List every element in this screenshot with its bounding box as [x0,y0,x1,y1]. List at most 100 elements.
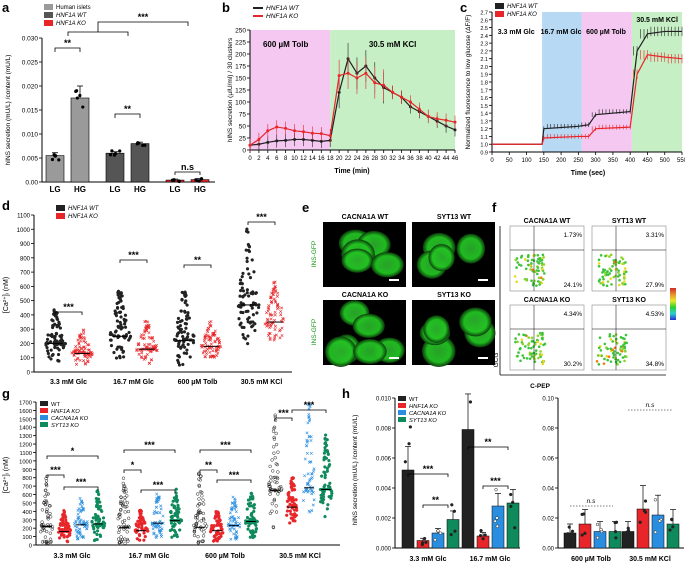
g-point [123,541,127,545]
c-series-line [492,54,683,145]
g-y-tick-label: 100 [22,535,32,541]
g-point [120,520,125,524]
g-point [310,492,314,496]
f-event [623,349,627,353]
g-point [304,444,308,448]
g-point [312,467,316,471]
d-point [267,304,271,308]
d-point [62,344,66,348]
d-point [216,351,220,355]
c-y-tick-label: 1.2 [480,127,488,133]
g-point [137,532,142,537]
b-x-tick-label: 12 [300,156,307,162]
g-point [288,502,292,507]
d-sig-mark: *** [63,302,74,312]
g-point [306,489,311,493]
a-dot [197,179,201,183]
d-point [152,339,156,343]
d-point [180,290,184,295]
f-event [524,277,527,281]
g-y-tick-label: 900 [22,468,32,474]
h-left-dot [495,524,499,528]
d-point [206,334,210,338]
d-point [55,346,60,350]
d-point [203,335,207,339]
b-y-tick-label: 0 [242,148,246,155]
f-event [604,254,607,258]
g-point [268,511,273,515]
d-point [183,321,187,326]
g-point [73,522,77,526]
f-event [613,346,617,350]
d-point [245,256,249,260]
f-event [537,276,541,280]
h-left-dot [449,532,453,537]
h-right-dot [668,528,672,532]
a-y-tick-label: 0.025 [22,60,39,67]
g-point [170,535,174,539]
f-event [535,284,538,287]
d-point [246,317,250,321]
g-point [175,534,179,539]
h-legend-swatch [398,417,406,422]
a-y-tick-label: 0.030 [22,36,39,43]
f-event [524,345,527,348]
h-left-dot [422,536,427,541]
a-dot [110,149,114,153]
f-event [617,269,620,273]
h-right-dot [623,536,628,540]
a-bar [105,152,125,183]
f-event [534,270,537,274]
d-point [179,345,184,349]
d-group-label: 3.3 mM Glc [50,379,87,386]
e-title: SYT13 WT [437,214,472,221]
d-point [137,352,141,356]
g-point [125,494,129,498]
d-point [273,318,277,322]
g-point [45,492,49,496]
f-event [530,336,534,340]
f-event [624,333,628,337]
d-point [50,325,55,330]
f-event [515,266,518,269]
a-dot [172,178,176,182]
b-point [337,90,341,94]
d-point [240,325,244,329]
g-point [215,523,219,528]
d-point [60,333,64,337]
g-point [291,499,295,503]
h-right-dot [595,536,600,540]
h-group-label: 600 µM Tolb [571,556,611,563]
h-right-dot [595,522,600,527]
h-right-dot [671,525,675,529]
d-point [114,356,119,360]
f-event [530,279,533,283]
g-point [158,511,162,515]
d-point [143,343,147,347]
d-point [266,306,270,310]
f-event [534,349,538,352]
f-event [533,353,537,357]
d-point [205,352,209,356]
d-point [185,314,189,318]
a-xlabel: HG [134,185,146,194]
g-point [57,526,61,531]
a-sig4-bracket [67,21,189,36]
h-left-y-tick-label: 0.004 [376,487,392,493]
g-point [274,504,278,508]
f-event [625,355,628,358]
g-point [311,503,315,507]
d-point [45,337,50,342]
g-point [151,527,155,531]
g-point [321,495,326,499]
g-point [46,517,50,521]
f-event [597,258,601,262]
b-point [417,107,421,111]
g-point [329,489,334,494]
a-dot [199,177,204,181]
g-legend-swatch [40,415,48,420]
d-point [279,313,283,317]
h-left-y-tick-label: 0.006 [376,457,392,463]
d-point [238,323,242,327]
g-point [45,509,49,514]
